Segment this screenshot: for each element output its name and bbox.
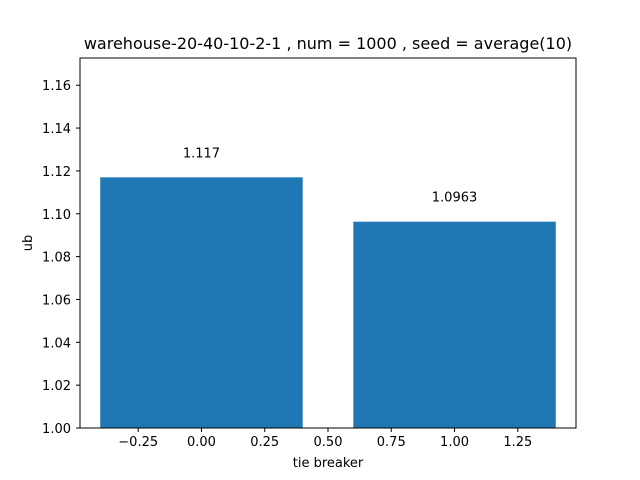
y-axis-label: ub <box>21 235 36 252</box>
chart-title: warehouse-20-40-10-2-1 , num = 1000 , se… <box>84 34 572 53</box>
bar-0 <box>100 177 303 428</box>
plot-frame <box>79 57 577 429</box>
y-tick-label: 1.04 <box>42 336 71 351</box>
y-tick-label: 1.14 <box>42 122 71 137</box>
x-tick-label: 0.75 <box>377 435 406 450</box>
y-tick-label: 1.10 <box>42 208 71 223</box>
x-tick-label: −0.25 <box>118 435 158 450</box>
y-tick-label: 1.06 <box>42 293 71 308</box>
y-tick-label: 1.16 <box>42 79 71 94</box>
x-tick-label: 1.00 <box>440 435 469 450</box>
bar-1 <box>353 221 556 428</box>
x-axis-ticks: −0.25 0.00 0.25 0.50 0.75 1.00 1.25 <box>118 428 532 450</box>
data-label-0: 1.117 <box>183 146 220 161</box>
y-tick-label: 1.02 <box>42 379 71 394</box>
x-axis-label: tie breaker <box>293 456 364 471</box>
x-tick-label: 1.25 <box>503 435 532 450</box>
x-tick-label: 0.50 <box>314 435 343 450</box>
x-tick-label: 0.00 <box>187 435 216 450</box>
data-label-1: 1.0963 <box>432 191 478 206</box>
bars-group <box>100 177 556 428</box>
data-labels-group: 1.117 1.0963 <box>183 146 477 205</box>
x-tick-label: 0.25 <box>250 435 279 450</box>
y-tick-label: 1.08 <box>42 251 71 266</box>
y-tick-label: 1.12 <box>42 165 71 180</box>
y-tick-label: 1.00 <box>42 422 71 437</box>
y-axis-ticks: 1.00 1.02 1.04 1.06 1.08 1.10 1.12 1.14 1.16 <box>42 79 80 437</box>
